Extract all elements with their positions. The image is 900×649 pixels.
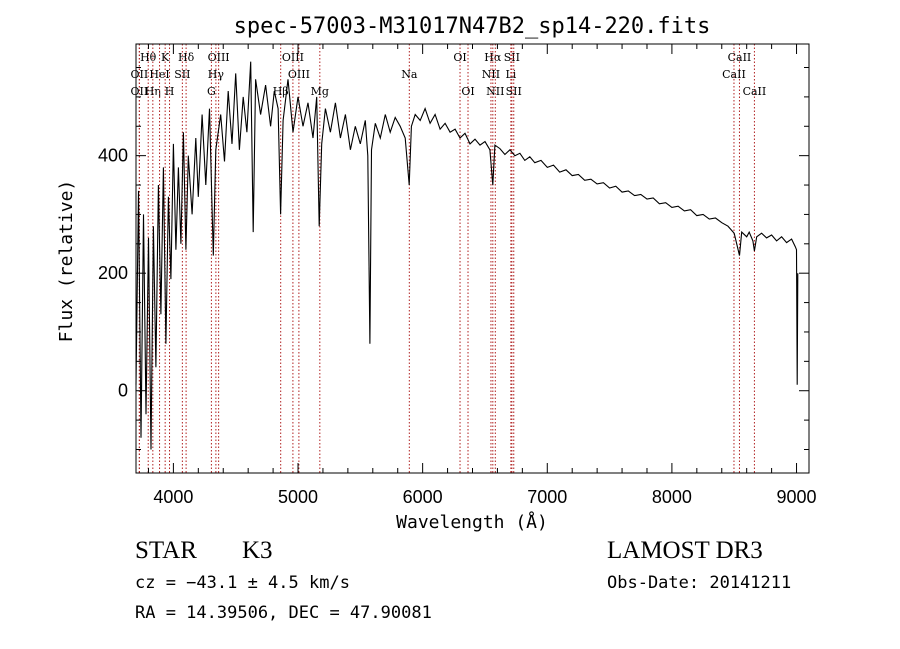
line-label: OIII (282, 51, 304, 64)
line-label: CaII (743, 85, 767, 98)
line-label: G (207, 85, 216, 98)
line-label: Hα (484, 51, 502, 64)
line-label: Hδ (178, 51, 195, 64)
line-label: SII (174, 68, 190, 81)
line-label: Mg (311, 85, 329, 98)
line-label: Hγ (208, 68, 225, 81)
line-label: Hβ (273, 85, 289, 98)
y-axis-label: Flux (relative) (56, 180, 77, 343)
x-tick-label: 8000 (652, 487, 692, 507)
line-label: SII (506, 85, 522, 98)
line-label: Na (401, 68, 418, 81)
spectrum-line (135, 61, 799, 450)
line-label: K (161, 51, 170, 64)
line-label: Li (505, 68, 516, 81)
line-label: OI (453, 51, 466, 64)
line-label: OII (131, 85, 149, 98)
x-axis-label: Wavelength (Å) (396, 511, 548, 533)
line-label: H (165, 85, 175, 98)
chart-title: spec-57003-M31017N47B2_sp14-220.fits (234, 14, 711, 39)
object-subclass: K3 (242, 537, 273, 564)
y-tick-label: 400 (98, 146, 128, 166)
x-tick-label: 6000 (403, 487, 443, 507)
coordinates: RA = 14.39506, DEC = 47.90081 (135, 603, 432, 623)
line-label: OIII (208, 51, 230, 64)
line-label: Hθ (140, 51, 157, 64)
y-tick-label: 200 (98, 263, 128, 283)
survey-name: LAMOST DR3 (607, 537, 763, 564)
line-label: NII (482, 68, 500, 81)
line-label: SII (504, 51, 520, 64)
y-tick-label: 0 (118, 381, 128, 401)
x-tick-label: 9000 (777, 487, 817, 507)
line-label: CaII (728, 51, 752, 64)
x-tick-label: 4000 (153, 487, 193, 507)
object-class: STAR (135, 537, 197, 564)
redshift-velocity: cz = −43.1 ± 4.5 km/s (135, 573, 350, 593)
x-tick-label: 7000 (527, 487, 567, 507)
line-label: HeI (149, 68, 169, 81)
line-label: CaII (722, 68, 746, 81)
line-label: NII (486, 85, 504, 98)
x-tick-label: 5000 (278, 487, 318, 507)
line-label: OIII (288, 68, 310, 81)
line-label: OI (461, 85, 474, 98)
y-axis-ticks: 0 200 400 (98, 67, 809, 450)
observation-date: Obs-Date: 20141211 (607, 573, 792, 593)
line-label: OII (131, 68, 149, 81)
x-axis-ticks: 4000 5000 6000 7000 8000 9000 (147, 44, 817, 507)
line-label: Hη (145, 85, 161, 98)
